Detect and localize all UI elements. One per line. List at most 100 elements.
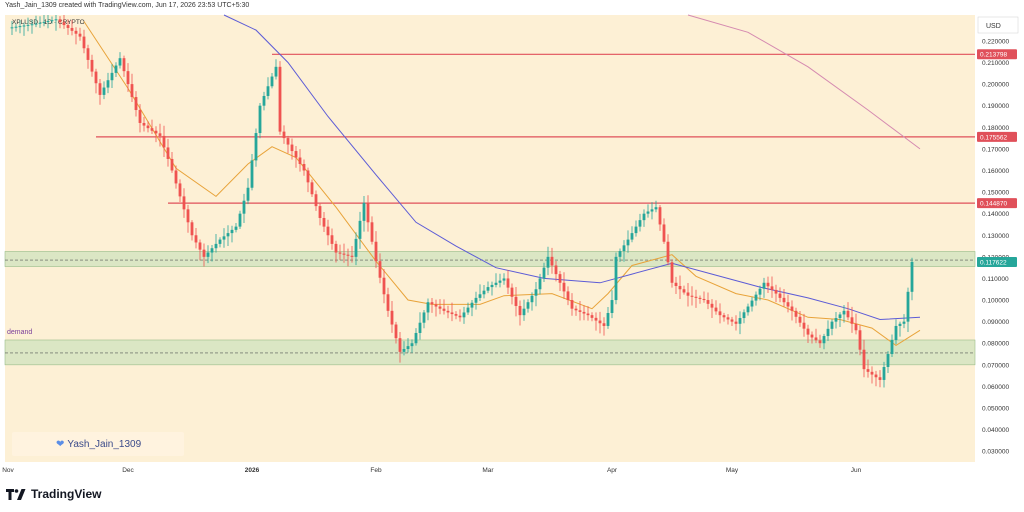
candle-body xyxy=(230,229,234,234)
candle-body xyxy=(430,302,434,305)
candle-body xyxy=(58,19,62,23)
candle-body xyxy=(710,303,714,308)
candle-body xyxy=(794,310,798,317)
candle-body xyxy=(142,122,146,126)
candle-body xyxy=(466,307,470,313)
candle-body xyxy=(326,226,330,236)
candle-body xyxy=(774,289,778,294)
candle-body xyxy=(94,71,98,84)
candle-body xyxy=(370,222,374,242)
candle-body xyxy=(166,147,170,159)
candle-body xyxy=(22,25,26,27)
candle-body xyxy=(38,22,42,24)
currency-button[interactable] xyxy=(977,16,1019,34)
candle-body xyxy=(686,292,690,296)
price-label-text: 0.117622 xyxy=(980,259,1007,266)
price-label-box xyxy=(977,131,1017,142)
candle-body xyxy=(462,312,466,318)
candle-body xyxy=(906,291,910,322)
x-tick-label: Dec xyxy=(122,467,134,474)
price-label-text: 0.175562 xyxy=(980,134,1007,141)
candle-body xyxy=(722,315,726,318)
candle-body xyxy=(62,22,66,26)
candle-body xyxy=(26,24,30,26)
candle-body xyxy=(150,128,154,131)
candle-body xyxy=(562,282,566,292)
candle-body xyxy=(618,251,622,257)
candle-body xyxy=(382,277,386,295)
candle-body xyxy=(834,318,838,322)
footer: TradingView xyxy=(6,487,101,501)
candle-body xyxy=(602,323,606,326)
candle-body xyxy=(286,138,290,145)
candle-body xyxy=(446,310,450,313)
candle-body xyxy=(178,183,182,197)
candle-body xyxy=(82,36,86,49)
candle-body xyxy=(750,300,754,307)
y-tick-label: 0.050000 xyxy=(982,406,1009,413)
x-tick-label: Apr xyxy=(607,467,618,474)
y-tick-label: 0.090000 xyxy=(982,319,1009,326)
candle-body xyxy=(838,314,842,319)
y-tick-label: 0.040000 xyxy=(982,427,1009,434)
candle-body xyxy=(450,312,454,315)
author-watermark: ❤ Yash_Jain_1309 xyxy=(12,432,184,456)
candle-body xyxy=(550,256,554,266)
candle-body xyxy=(190,222,194,236)
candle-body xyxy=(386,294,390,311)
candle-body xyxy=(222,236,226,240)
candle-body xyxy=(534,289,538,296)
candle-body xyxy=(666,241,670,263)
candle-body xyxy=(30,24,34,26)
candle-body xyxy=(350,255,354,257)
candle-body xyxy=(306,170,310,183)
candle-body xyxy=(394,324,398,339)
candle-body xyxy=(470,302,474,308)
tradingview-brand: TradingView xyxy=(31,487,102,501)
currency-label: USD xyxy=(986,23,1001,30)
candle-body xyxy=(886,354,890,367)
candle-body xyxy=(870,371,874,375)
price-label-box xyxy=(977,256,1017,267)
candle-body xyxy=(586,313,590,316)
watermark-text: Yash_Jain_1309 xyxy=(67,438,142,450)
candle-body xyxy=(498,280,502,283)
candle-body xyxy=(42,21,46,23)
candle-body xyxy=(210,248,214,253)
candle-body xyxy=(662,224,666,242)
candle-body xyxy=(674,282,678,287)
candle-body xyxy=(830,321,834,329)
candle-body xyxy=(70,27,74,31)
candle-body xyxy=(74,30,78,34)
candle-body xyxy=(566,291,570,301)
y-tick-label: 0.100000 xyxy=(982,298,1009,305)
heart-icon: ❤ xyxy=(56,438,65,450)
x-tick-label: 2026 xyxy=(245,467,260,474)
y-tick-label: 0.170000 xyxy=(982,146,1009,153)
candle-body xyxy=(86,48,90,60)
candle-body xyxy=(318,206,322,218)
candle-body xyxy=(50,20,54,22)
moving-average-2 xyxy=(687,14,921,150)
tradingview-logo-icon xyxy=(6,488,26,500)
candle-body xyxy=(258,105,262,134)
candle-body xyxy=(670,262,674,283)
candle-body xyxy=(302,164,306,171)
candle-body xyxy=(274,66,278,77)
x-tick-label: Nov xyxy=(2,467,14,474)
candle-body xyxy=(858,330,862,350)
y-tick-label: 0.180000 xyxy=(982,125,1009,132)
candle-body xyxy=(558,274,562,283)
candle-body xyxy=(194,235,198,243)
candle-body xyxy=(162,135,166,148)
candle-body xyxy=(798,316,802,323)
candle-body xyxy=(270,76,274,87)
candle-body xyxy=(594,317,598,321)
y-tick-label: 0.130000 xyxy=(982,233,1009,240)
candle-body xyxy=(154,130,158,134)
candle-body xyxy=(910,261,914,292)
candle-body xyxy=(574,308,578,311)
candle-body xyxy=(138,110,142,123)
candle-body xyxy=(330,235,334,244)
